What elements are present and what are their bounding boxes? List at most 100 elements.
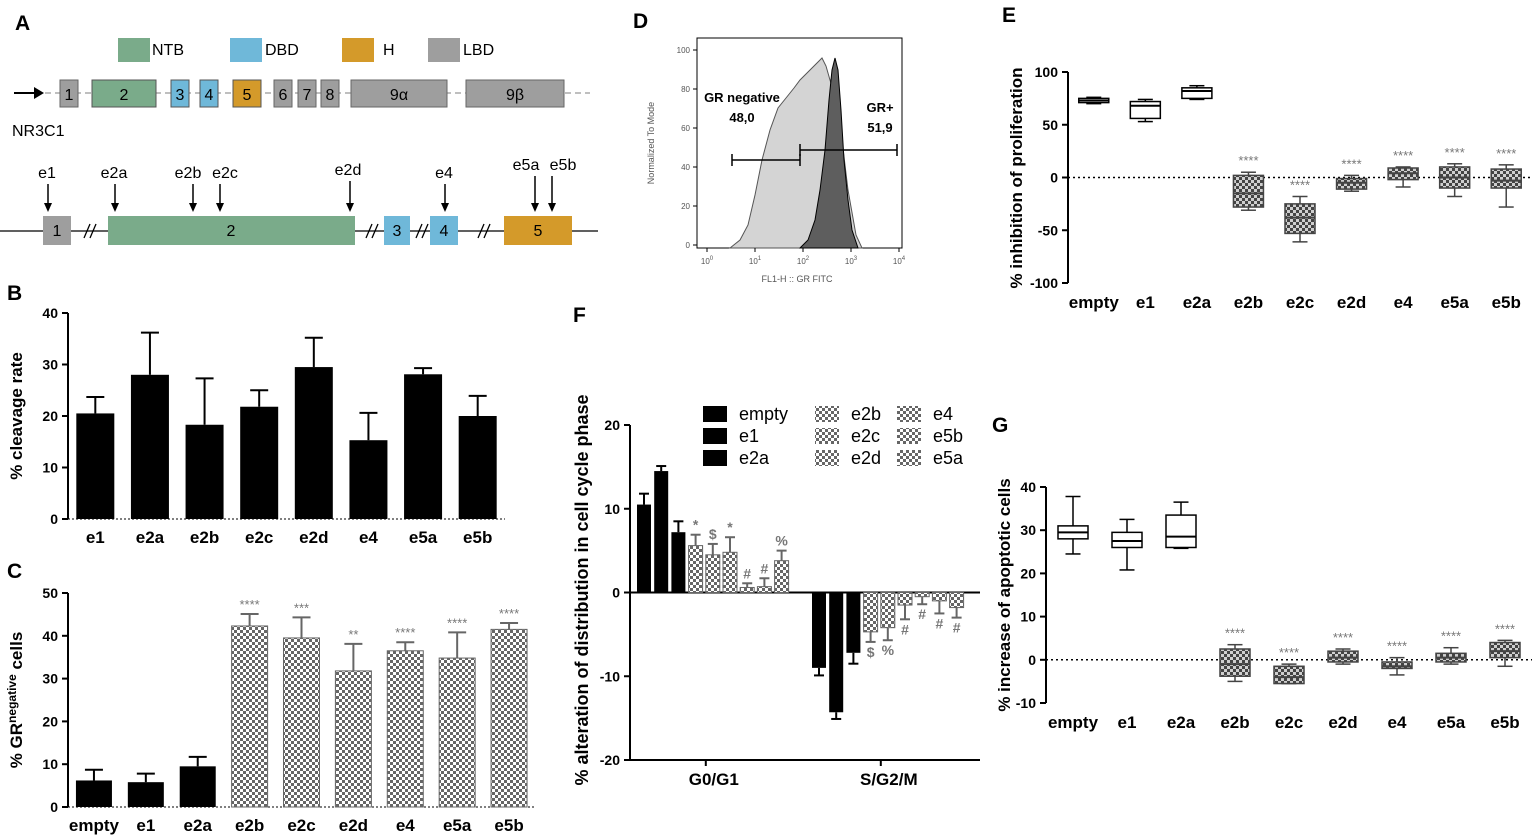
guide-arrows: e1 e2a e2b e2c e2d e4 e5a e5b <box>38 157 576 212</box>
x-tick-label-g0-g1: G0/G1 <box>689 770 739 789</box>
legend-swatch-empty <box>703 406 727 422</box>
bar-e2a <box>130 374 169 519</box>
exon-6-label: 6 <box>279 87 288 104</box>
flow-x-tick-exponent: 4 <box>902 256 906 262</box>
x-tick-label-e2c: e2c <box>1275 713 1303 732</box>
panel-label-d: D <box>633 10 648 33</box>
legend-label-ntb: NTB <box>152 42 184 59</box>
panel-d-flow-histogram: GR negative 48,0 GR+ 51,9 Normalized To … <box>646 37 906 284</box>
annotation-e4-s-g2-m: # <box>918 606 926 622</box>
legend-label-e5a: e5a <box>933 448 964 468</box>
gate-value-gr-negative: 48,0 <box>729 110 754 125</box>
legend-label-e2c: e2c <box>851 426 880 446</box>
flow-x-label: FL1-H :: GR FITC <box>761 274 833 284</box>
gate-label-gr-negative: GR negative <box>704 90 780 105</box>
gr-positive-histogram <box>798 57 859 249</box>
exon-1-label: 1 <box>65 87 74 104</box>
bar-e2a-s-g2-m <box>846 592 861 653</box>
significance-e2c: **** <box>1290 177 1310 192</box>
significance-e2b: **** <box>1238 153 1258 168</box>
x-tick-label-empty: empty <box>69 816 120 835</box>
significance-e4: **** <box>395 625 415 640</box>
guide-label-e2c: e2c <box>212 165 238 182</box>
bar-e2b-s-g2-m <box>863 592 879 633</box>
exon-8-label: 8 <box>326 87 335 104</box>
bar-e2c <box>283 637 320 808</box>
y-tick-label: -50 <box>1038 222 1058 238</box>
bar-e5a-g0-g1 <box>774 560 790 593</box>
box-e2b <box>1219 648 1251 677</box>
exon-3-label: 3 <box>176 87 185 104</box>
y-tick-label: 30 <box>1020 522 1036 538</box>
x-tick-label-e4: e4 <box>1394 293 1413 312</box>
annotation-e2c-g0-g1: $ <box>709 526 717 542</box>
exon-9a-label: 9α <box>390 87 408 104</box>
bar-e2b <box>185 424 224 519</box>
y-tick-label: 20 <box>1020 565 1036 581</box>
significance-e5a: **** <box>447 615 467 630</box>
x-tick-label-e1: e1 <box>136 816 155 835</box>
y-tick-label: -20 <box>600 752 620 768</box>
flow-x-tick-exponent: 1 <box>758 256 762 262</box>
x-tick-label-e2d: e2d <box>1337 293 1366 312</box>
bar-e4-g0-g1 <box>739 586 755 593</box>
y-axis-title: % alteration of distribution in cell cyc… <box>572 394 592 785</box>
flow-y-tick-label: 80 <box>681 85 690 94</box>
y-tick-label: 40 <box>1020 479 1036 495</box>
bar-e5a-s-g2-m <box>949 592 965 609</box>
x-tick-label-e5b: e5b <box>1492 293 1521 312</box>
exon-2 <box>91 79 157 108</box>
x-tick-label-e1: e1 <box>86 528 105 547</box>
box-e2a <box>1165 514 1197 549</box>
y-tick-label: 20 <box>604 417 620 433</box>
bar-e1 <box>127 782 164 807</box>
flow-x-tick-label: 100 <box>701 256 714 266</box>
box-e2a <box>1181 87 1213 100</box>
x-tick-label-e2a: e2a <box>136 528 165 547</box>
x-tick-label-e4: e4 <box>396 816 415 835</box>
x-tick-label-s-g2-m: S/G2/M <box>860 770 918 789</box>
zoom-exon-4-label: 4 <box>440 223 449 240</box>
x-tick-label-empty: empty <box>1069 293 1120 312</box>
legend-swatch-lbd <box>428 38 460 62</box>
annotation-e4-g0-g1: # <box>743 565 751 581</box>
legend-label-lbd: LBD <box>463 42 494 59</box>
x-tick-label-e2c: e2c <box>1286 293 1314 312</box>
significance-e5a: **** <box>1441 629 1461 644</box>
y-axis-title: % increase of apoptotic cells <box>995 478 1014 711</box>
y-tick-label: -10 <box>1016 695 1036 711</box>
guide-label-e2a: e2a <box>101 165 128 182</box>
exon-7 <box>297 79 317 108</box>
panel-a-gene-structure: NTB DBD H LBD NR3C1 1 2 3 4 5 6 7 8 9α 9… <box>0 38 598 245</box>
legend-label-dbd: DBD <box>265 42 299 59</box>
bar-e5b-g0-g1 <box>756 586 772 594</box>
bar-e2d <box>294 367 333 519</box>
y-tick-label: -100 <box>1030 275 1058 291</box>
legend-swatch-e2b <box>815 406 839 422</box>
significance-e2d: **** <box>1341 156 1361 171</box>
bar-empty <box>75 780 112 807</box>
bar-e2d-s-g2-m <box>897 592 913 606</box>
x-tick-label-e2d: e2d <box>1328 713 1357 732</box>
x-tick-label-e2d: e2d <box>339 816 368 835</box>
flow-y-tick-label: 40 <box>681 163 690 172</box>
box-e2c <box>1273 665 1305 685</box>
bar-e2b <box>231 625 269 808</box>
significance-e2d: **** <box>1333 630 1353 645</box>
annotation-e2c-s-g2-m: % <box>882 642 895 658</box>
y-axis-title: % inhibition of proliferation <box>1007 68 1026 289</box>
box-e2d <box>1335 177 1368 190</box>
bar-e2c-s-g2-m <box>880 592 896 629</box>
guide-label-e2d: e2d <box>335 162 362 179</box>
box-e5b <box>1490 168 1522 189</box>
box-e4 <box>1381 661 1413 670</box>
flow-x-tick-label: 102 <box>797 256 810 266</box>
annotation-e5a-s-g2-m: # <box>953 620 961 636</box>
zoom-exon-2 <box>108 216 355 245</box>
bar-e4-s-g2-m <box>914 592 930 598</box>
annotation-e2d-s-g2-m: # <box>901 621 909 637</box>
zoom-exon-5 <box>504 216 572 245</box>
y-axis-title: % GRnegative cells <box>5 632 26 769</box>
exon-4-label: 4 <box>205 87 214 104</box>
